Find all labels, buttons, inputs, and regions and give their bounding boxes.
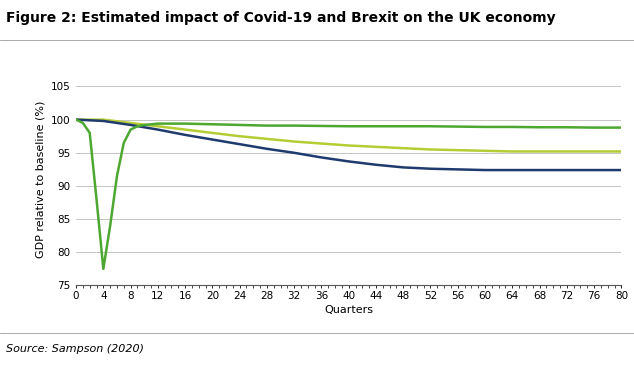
Covid-19 — [181, 122, 189, 126]
FTA Brexit — [590, 149, 598, 154]
Covid-19 — [263, 123, 271, 128]
No deal Brexit — [454, 167, 462, 172]
FTA Brexit — [399, 146, 407, 150]
Covid-19 — [372, 124, 380, 128]
Covid-19 — [93, 197, 100, 201]
FTA Brexit — [454, 148, 462, 152]
Covid-19 — [86, 131, 94, 135]
Covid-19 — [100, 267, 107, 271]
No deal Brexit — [209, 137, 216, 142]
Covid-19 — [154, 122, 162, 126]
Covid-19 — [290, 123, 298, 128]
No deal Brexit — [236, 142, 243, 146]
No deal Brexit — [427, 167, 434, 171]
Covid-19 — [140, 123, 148, 127]
Line: FTA Brexit: FTA Brexit — [76, 120, 621, 152]
Covid-19 — [536, 125, 543, 130]
FTA Brexit — [263, 137, 271, 141]
No deal Brexit — [345, 159, 353, 164]
No deal Brexit — [181, 133, 189, 137]
FTA Brexit — [481, 149, 489, 153]
Covid-19 — [345, 124, 353, 128]
No deal Brexit — [72, 117, 80, 122]
FTA Brexit — [72, 117, 80, 122]
Covid-19 — [127, 127, 134, 132]
No deal Brexit — [372, 163, 380, 167]
Covid-19 — [318, 124, 325, 128]
Covid-19 — [236, 123, 243, 127]
No deal Brexit — [100, 119, 107, 123]
Covid-19 — [120, 141, 127, 145]
Covid-19 — [147, 122, 155, 127]
FTA Brexit — [236, 134, 243, 138]
No deal Brexit — [263, 147, 271, 151]
Line: No deal Brexit: No deal Brexit — [76, 120, 621, 170]
FTA Brexit — [508, 149, 516, 154]
No deal Brexit — [127, 123, 134, 127]
Covid-19 — [134, 124, 141, 128]
FTA Brexit — [563, 149, 571, 154]
Covid-19 — [427, 124, 434, 128]
Text: Source: Sampson (2020): Source: Sampson (2020) — [6, 344, 145, 354]
Covid-19 — [72, 117, 80, 122]
Covid-19 — [618, 126, 625, 130]
FTA Brexit — [618, 149, 625, 154]
FTA Brexit — [372, 145, 380, 149]
Covid-19 — [481, 125, 489, 129]
FTA Brexit — [318, 141, 325, 146]
Covid-19 — [107, 224, 114, 228]
FTA Brexit — [536, 149, 543, 154]
FTA Brexit — [290, 139, 298, 144]
Covid-19 — [79, 121, 87, 125]
Line: Covid-19: Covid-19 — [76, 120, 621, 269]
FTA Brexit — [154, 124, 162, 128]
No deal Brexit — [536, 168, 543, 172]
FTA Brexit — [127, 121, 134, 125]
Covid-19 — [399, 124, 407, 128]
No deal Brexit — [618, 168, 625, 172]
FTA Brexit — [100, 117, 107, 122]
Text: Figure 2: Estimated impact of Covid-19 and Brexit on the UK economy: Figure 2: Estimated impact of Covid-19 a… — [6, 11, 556, 25]
No deal Brexit — [154, 127, 162, 132]
Covid-19 — [454, 124, 462, 129]
FTA Brexit — [427, 147, 434, 152]
Covid-19 — [563, 125, 571, 130]
No deal Brexit — [508, 168, 516, 172]
Covid-19 — [508, 125, 516, 129]
Covid-19 — [590, 126, 598, 130]
No deal Brexit — [563, 168, 571, 172]
No deal Brexit — [290, 151, 298, 155]
Covid-19 — [113, 174, 120, 178]
FTA Brexit — [345, 143, 353, 148]
FTA Brexit — [209, 131, 216, 135]
Y-axis label: GDP relative to baseline (%): GDP relative to baseline (%) — [36, 101, 45, 258]
No deal Brexit — [590, 168, 598, 172]
X-axis label: Quarters: Quarters — [324, 305, 373, 315]
FTA Brexit — [181, 127, 189, 132]
No deal Brexit — [318, 155, 325, 160]
No deal Brexit — [481, 168, 489, 172]
No deal Brexit — [399, 165, 407, 169]
Covid-19 — [209, 122, 216, 127]
